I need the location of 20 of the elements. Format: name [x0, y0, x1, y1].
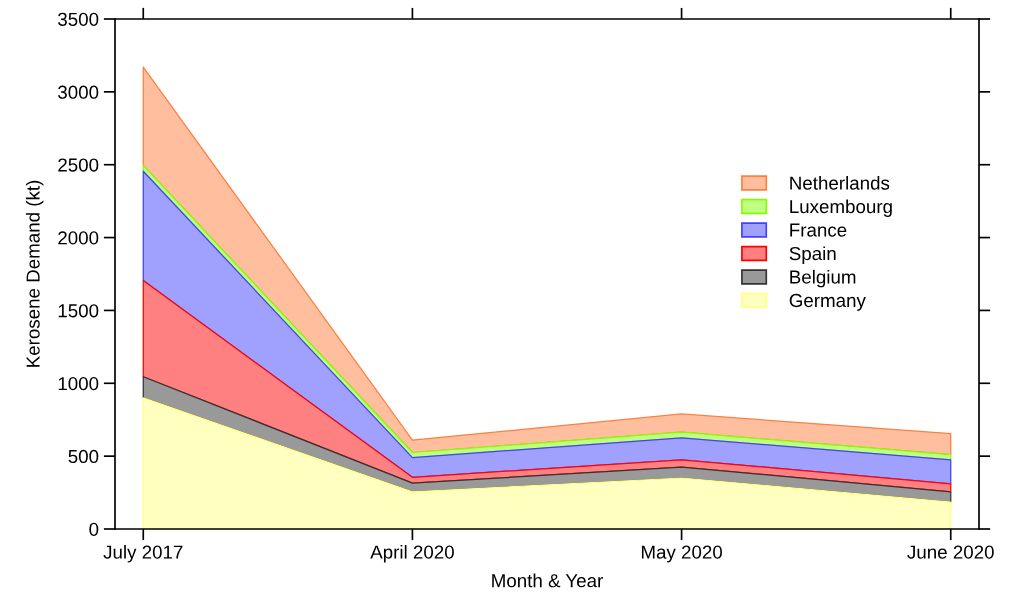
legend-label: Belgium — [790, 269, 856, 288]
y-tick-label: 0 — [89, 522, 99, 536]
y-tick-label: 3000 — [58, 85, 99, 99]
x-tick-label: April 2020 — [370, 544, 454, 563]
y-tick-label: 2000 — [58, 231, 99, 245]
y-tick-label: 500 — [68, 449, 99, 464]
y-tick-label: 1000 — [58, 376, 99, 391]
y-tick-label: 2500 — [58, 158, 99, 172]
x-tick-label: June 2020 — [907, 545, 994, 559]
x-tick-label: July 2017 — [103, 544, 183, 563]
legend-label: Germany — [789, 293, 866, 311]
y-axis-title: Kerosene Demand (kt) — [25, 180, 44, 367]
y-tick-label: 1500 — [58, 304, 99, 318]
legend-label: Luxembourg — [790, 199, 892, 217]
x-tick-label: May 2020 — [641, 545, 723, 563]
y-tick-label: 3500 — [58, 12, 99, 26]
legend-label: Netherlands — [790, 175, 890, 190]
x-axis-title: Month & Year — [492, 573, 603, 588]
legend-label: France — [790, 223, 847, 237]
legend-label: Spain — [789, 246, 836, 264]
